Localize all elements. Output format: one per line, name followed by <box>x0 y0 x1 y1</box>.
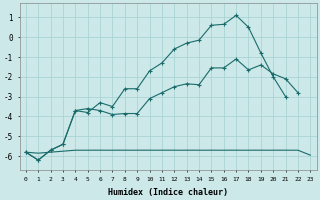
X-axis label: Humidex (Indice chaleur): Humidex (Indice chaleur) <box>108 188 228 197</box>
